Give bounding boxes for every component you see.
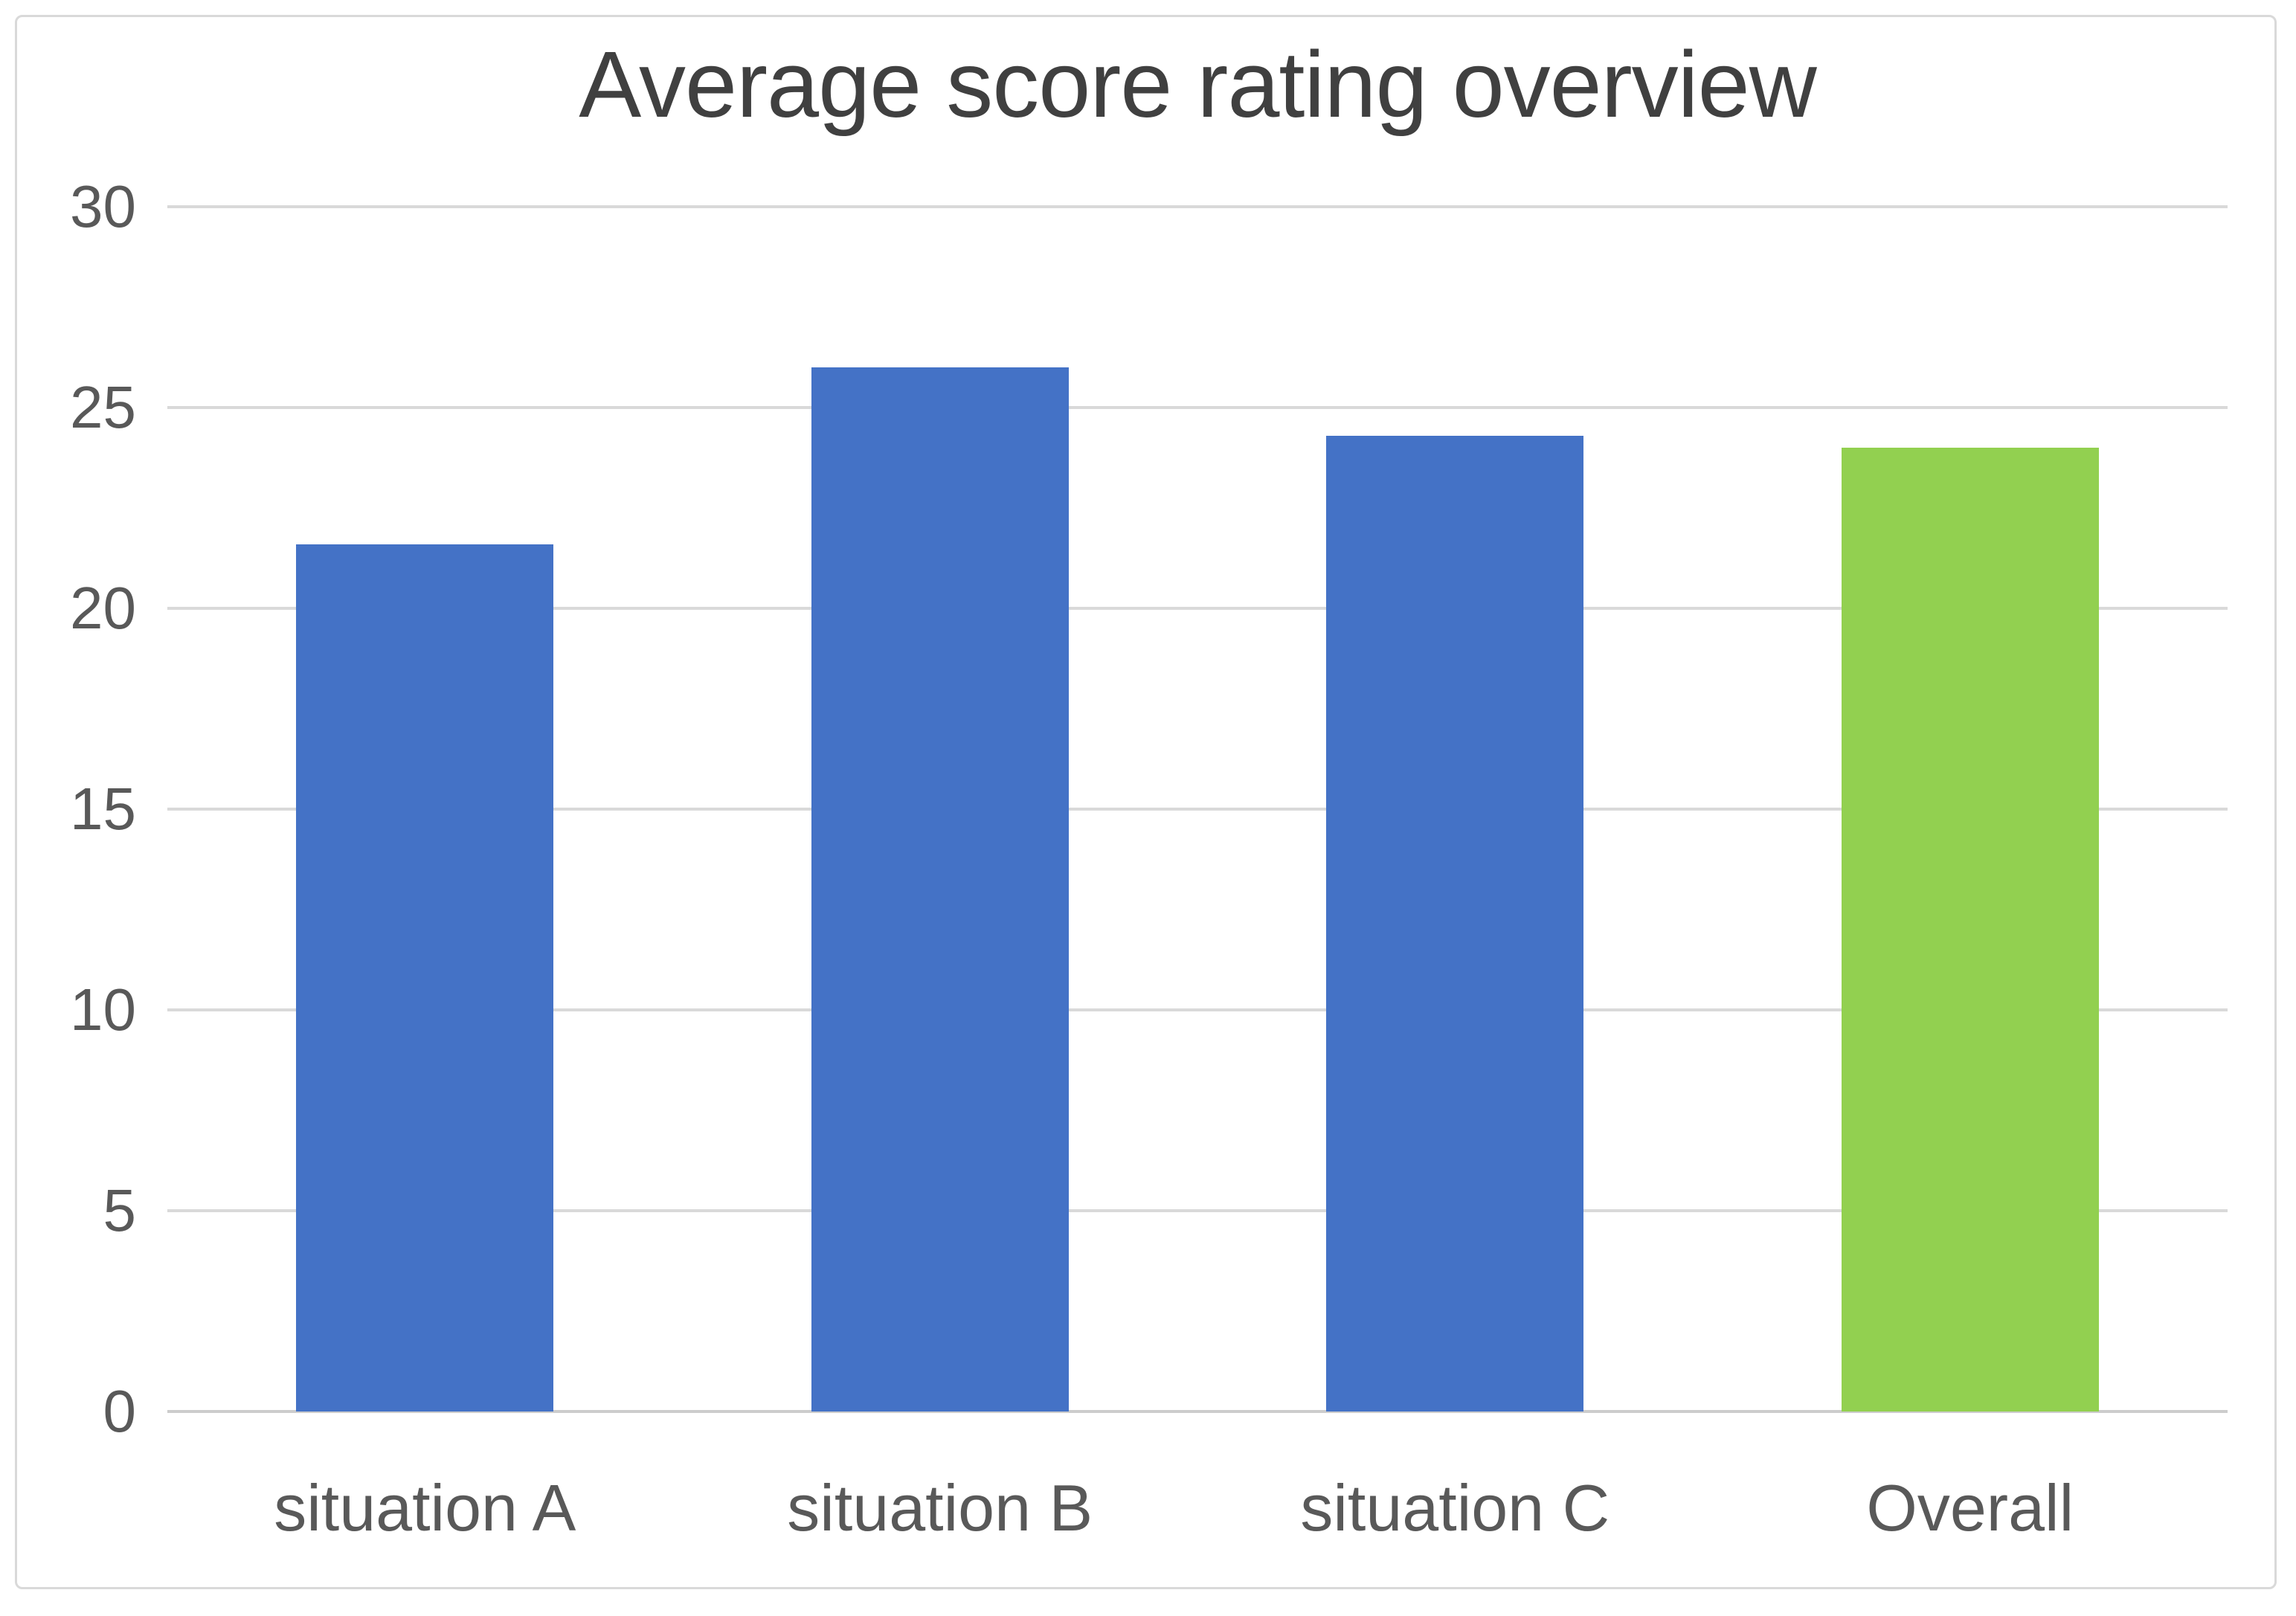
x-tick-label-overall: Overall — [1866, 1471, 2074, 1545]
x-tick-label-situation-b: situation B — [787, 1471, 1093, 1545]
y-tick-label-10: 10 — [70, 976, 136, 1043]
y-tick-label-20: 20 — [70, 575, 136, 642]
y-tick-label-15: 15 — [70, 776, 136, 842]
chart-frame: Average score rating overview 0 5 10 15 20 25… — [15, 15, 2277, 1589]
chart-title: Average score rating overview — [579, 32, 1817, 137]
x-tick-label-situation-c: situation C — [1300, 1471, 1610, 1545]
x-axis-baseline — [167, 1410, 2228, 1413]
gridline-25 — [167, 406, 2228, 409]
y-tick-label-5: 5 — [103, 1177, 137, 1244]
plot-area — [167, 205, 2228, 1413]
y-axis-labels: 0 5 10 15 20 25 30 — [17, 177, 137, 1441]
gridline-20 — [167, 607, 2228, 611]
bar-situation-c — [1326, 435, 1584, 1411]
gridline-5 — [167, 1209, 2228, 1213]
y-tick-label-0: 0 — [103, 1378, 137, 1444]
bar-situation-a — [296, 544, 554, 1411]
gridline-30 — [167, 205, 2228, 208]
y-tick-label-30: 30 — [70, 173, 136, 239]
y-tick-label-25: 25 — [70, 374, 136, 440]
x-axis-labels: situation A situation B situation C Overall — [167, 1464, 2228, 1553]
bar-overall — [1841, 448, 2099, 1411]
gridline-10 — [167, 1008, 2228, 1012]
x-tick-label-situation-a: situation A — [274, 1471, 576, 1545]
gridline-15 — [167, 808, 2228, 811]
bar-situation-b — [811, 367, 1069, 1411]
